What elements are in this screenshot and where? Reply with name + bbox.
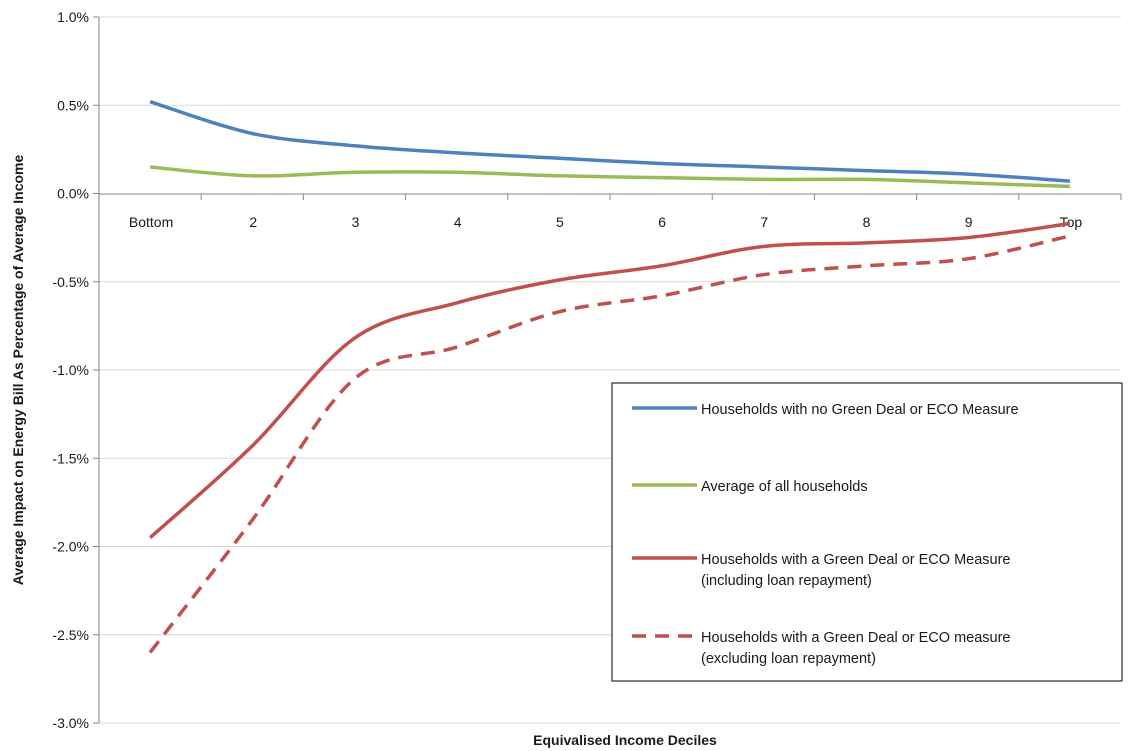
- x-tick-label: 3: [352, 214, 360, 230]
- y-tick-label: 1.0%: [57, 9, 89, 25]
- x-tick-label: Top: [1060, 214, 1083, 230]
- y-tick-label: -1.5%: [52, 450, 89, 466]
- x-tick-label: 2: [249, 214, 257, 230]
- series-line-4: [148, 234, 1071, 654]
- y-tick-labels: 1.0% 0.5% 0.0% -0.5% -1.0% -1.5% -2.0% -2.5% -3.…: [52, 9, 89, 731]
- series-line-2: [149, 165, 1070, 189]
- legend-label-3: Households with a Green Deal or ECO Meas…: [701, 552, 1010, 568]
- series-line-3: [148, 221, 1071, 540]
- legend-label-2: Average of all households: [701, 479, 868, 495]
- legend-label-3: (including loan repayment): [701, 573, 872, 589]
- legend-box: [611, 382, 1123, 682]
- axes: [93, 16, 1122, 724]
- x-tick-label: 5: [556, 214, 564, 230]
- series-line-1: [149, 100, 1071, 183]
- y-tick-label: -0.5%: [52, 274, 89, 290]
- y-axis-title: Average Impact on Energy Bill As Percent…: [10, 155, 26, 586]
- x-tick-label: 9: [965, 214, 973, 230]
- series-lines: [148, 100, 1071, 654]
- y-tick-label: -1.0%: [52, 362, 89, 378]
- gridlines: [99, 16, 1121, 724]
- legend-label-4: (excluding loan repayment): [701, 651, 876, 667]
- x-axis-title: Equivalised Income Deciles: [533, 732, 717, 748]
- y-tick-label: -3.0%: [52, 715, 89, 731]
- x-tick-labels: Bottom 2 3 4 5 6 7 8 9 Top: [129, 214, 1082, 230]
- legend-label-4: Households with a Green Deal or ECO meas…: [701, 630, 1010, 646]
- x-tick-label: 6: [658, 214, 666, 230]
- legend-label-1: Households with no Green Deal or ECO Mea…: [701, 402, 1019, 418]
- y-tick-label: -2.5%: [52, 627, 89, 643]
- legend: Households with no Green Deal or ECO Mea…: [611, 382, 1123, 682]
- y-tick-label: 0.0%: [57, 186, 89, 202]
- x-tick-label: 7: [760, 214, 768, 230]
- y-tick-label: -2.0%: [52, 539, 89, 555]
- x-tick-label: 4: [454, 214, 462, 230]
- x-tick-label: Bottom: [129, 214, 173, 230]
- x-tick-label: 8: [863, 214, 871, 230]
- y-tick-label: 0.5%: [57, 97, 89, 113]
